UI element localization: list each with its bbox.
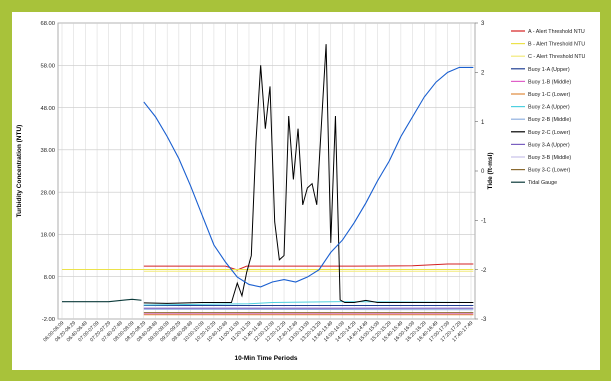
y-tick-label: 58.00 <box>40 63 55 69</box>
right-axis-ticks: -3 -2 -1 0 1 2 3 <box>475 21 487 323</box>
y-tick-label: 38.00 <box>40 148 55 154</box>
legend-label: Buoy 3-B (Middle) <box>528 155 571 161</box>
legend: A - Alert Threshold NTU B - Alert Thresho… <box>511 29 586 186</box>
series-line-a-alert-threshold-ntu <box>143 263 474 271</box>
legend-label: Buoy 2-A (Upper) <box>528 105 570 111</box>
y2-tick-label: 2 <box>481 71 485 77</box>
y-tick-label: 8.00 <box>44 275 55 281</box>
chart-frame: -2.00 8.00 18.00 28.00 38.00 48.00 58.00 68.00 … <box>12 12 600 370</box>
y2-tick-label: -1 <box>481 219 487 225</box>
y2-tick-label: -3 <box>481 317 487 323</box>
y-tick-label: 18.00 <box>40 233 55 239</box>
legend-label: Buoy 3-C (Lower) <box>528 168 570 174</box>
legend-label: A - Alert Threshold NTU <box>528 29 585 35</box>
legend-label: Buoy 1-C (Lower) <box>528 92 570 98</box>
y2-tick-label: 1 <box>481 120 485 126</box>
legend-label: C - Alert Threshold NTU <box>528 54 586 60</box>
series-lines <box>62 44 474 316</box>
series-line-tidal-gauge-early <box>62 298 142 303</box>
y-tick-label: 68.00 <box>40 21 55 27</box>
left-axis-ticks: -2.00 8.00 18.00 28.00 38.00 48.00 58.00 68.00 <box>40 21 55 323</box>
series-line-tidal-gauge <box>143 66 474 288</box>
x-axis-label: 10-Min Time Periods <box>234 355 297 362</box>
y-axis-label: Turbidity Concentration (NTU) <box>16 125 23 218</box>
y-tick-label: 28.00 <box>40 190 55 196</box>
y2-tick-label: 3 <box>481 21 485 27</box>
side-arrow-decoration <box>0 160 12 186</box>
gridlines <box>58 22 475 320</box>
legend-label: Buoy 1-A (Upper) <box>528 67 570 73</box>
x-axis-ticks: 06:00-06:0906:20-06:2906:40-06:4907:00-0… <box>42 320 474 343</box>
legend-label: Buoy 2-C (Lower) <box>528 130 570 136</box>
legend-label: B - Alert Threshold NTU <box>528 42 585 48</box>
turbidity-tide-chart: -2.008.0018.0028.0038.0048.0058.0068.00 … <box>16 21 586 362</box>
y-tick-label: -2.00 <box>42 317 55 323</box>
series-line-buoy-2-c-lower <box>143 44 474 304</box>
legend-label: Buoy 1-B (Middle) <box>528 79 571 85</box>
legend-label: Tidal Gauge <box>528 180 557 186</box>
y2-tick-label: -2 <box>481 268 487 274</box>
legend-label: Buoy 3-A (Upper) <box>528 142 570 148</box>
y-tick-label: 48.00 <box>40 106 55 112</box>
series-line-buoy-2-a-upper <box>143 301 474 306</box>
y2-tick-label: 0 <box>481 169 485 175</box>
y2-axis-label: Tide (ft-msl) <box>487 152 494 189</box>
legend-label: Buoy 2-B (Middle) <box>528 117 571 123</box>
